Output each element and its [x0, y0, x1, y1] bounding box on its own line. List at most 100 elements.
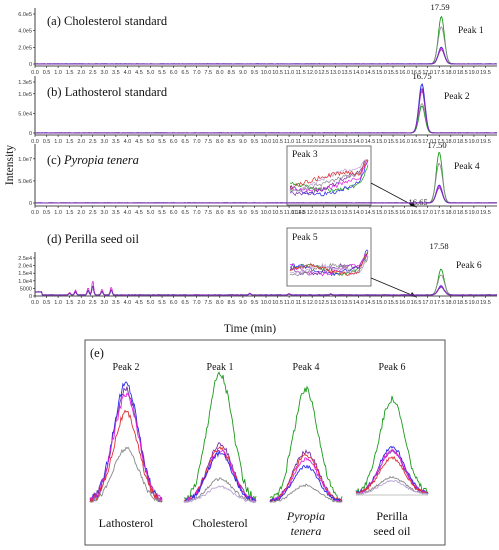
panel-c-inset-label: Peak 3: [292, 150, 318, 160]
x-tick-label: 18.0: [445, 210, 456, 216]
x-tick-label: 5.5: [158, 210, 166, 216]
x-tick-label: 17.5: [434, 210, 445, 216]
x-tick-label: 15.5: [388, 70, 399, 76]
x-tick-label: 1.5: [66, 139, 74, 145]
x-tick-label: 8.0: [216, 300, 224, 306]
x-tick-label: 10.5: [272, 210, 283, 216]
x-tick-label: 7.5: [204, 70, 212, 76]
x-tick-label: 1.0: [54, 210, 62, 216]
x-tick-label: 6.5: [181, 300, 189, 306]
x-tick-label: 16.5: [411, 139, 422, 145]
x-tick-label: 4.0: [124, 139, 132, 145]
inset-series-line: [289, 159, 368, 190]
x-tick-label: 1.5: [66, 70, 74, 76]
x-tick-label: 16.5: [411, 70, 422, 76]
inset-series-line: [289, 254, 369, 276]
x-tick-label: 12.5: [318, 210, 329, 216]
x-tick-label: 16.5: [411, 210, 422, 216]
panel-e-peak-label: Peak 2: [113, 362, 140, 373]
x-tick-label: 16.0: [399, 210, 410, 216]
x-axis-label: Time (min): [224, 323, 276, 335]
x-tick-label: 18.0: [445, 300, 456, 306]
panel-e-sample-name: seed oil: [374, 524, 412, 538]
chromatogram-series-line: [34, 285, 497, 296]
chromatogram-series-line: [34, 49, 498, 65]
inset-series-line: [289, 255, 369, 277]
panel-e-peak-line: [355, 449, 429, 495]
x-tick-label: 2.5: [89, 70, 97, 76]
x-tick-label: 3.0: [100, 70, 108, 76]
y-tick-label: 5000: [20, 286, 32, 292]
panel-d-peak6-label: Peak 6: [456, 261, 482, 271]
x-tick-label: 1.5: [66, 210, 74, 216]
x-tick-label: 4.5: [135, 300, 143, 306]
x-tick-label: 12.0: [307, 210, 318, 216]
panel-e-sample-name: Lathosterol: [99, 516, 154, 530]
x-tick-label: 0.5: [43, 139, 51, 145]
chromatogram-series-line: [35, 46, 498, 65]
x-tick-label: 15.0: [376, 300, 387, 306]
panel-e-peak-line: [184, 449, 257, 504]
x-tick-label: 10.5: [272, 139, 283, 145]
x-tick-label: 19.0: [469, 300, 480, 306]
x-tick-label: 13.0: [330, 300, 341, 306]
inset-series-line: [289, 250, 369, 277]
panel-b-title: (b) Lathosterol standard: [47, 85, 168, 99]
x-tick-label: 11.0: [284, 70, 294, 76]
y-tick-label: 5.0e4: [18, 111, 32, 117]
panel-e-sample-name: Perilla: [376, 509, 408, 523]
panel-e-peak-line: [89, 409, 163, 503]
x-tick-label: 15.0: [376, 210, 387, 216]
x-tick-label: 7.5: [204, 300, 212, 306]
x-tick-label: 1.5: [66, 300, 74, 306]
y-tick-label: 1.0e7: [18, 157, 32, 163]
x-tick-label: 12.5: [318, 70, 329, 76]
panel-c-rt-label: 17.50: [427, 140, 446, 150]
x-tick-label: 2.0: [77, 300, 85, 306]
x-tick-label: 2.5: [89, 139, 97, 145]
panel-a-peak-label: Peak 1: [458, 26, 484, 36]
x-tick-label: 16.0: [399, 139, 410, 145]
x-tick-label: 8.5: [228, 70, 236, 76]
chromatogram-series-line: [35, 87, 498, 134]
x-tick-label: 9.5: [251, 70, 259, 76]
x-tick-label: 8.5: [228, 300, 236, 306]
panel-e-peak-line: [355, 395, 429, 495]
x-tick-label: 10.0: [261, 139, 272, 145]
x-tick-label: 15.0: [376, 139, 387, 145]
chromatogram-series-line: [34, 281, 498, 296]
x-tick-label: 19.5: [480, 300, 491, 306]
y-tick-label: 0: [29, 294, 32, 300]
x-tick-label: 6.0: [170, 70, 178, 76]
x-tick-label: 19.5: [480, 70, 491, 76]
x-tick-label: 3.0: [100, 300, 108, 306]
x-tick-label: 8.0: [216, 70, 224, 76]
y-tick-label: 2.0e4: [18, 264, 32, 270]
x-tick-label: 19.5: [480, 139, 491, 145]
x-tick-label: 13.0: [330, 210, 341, 216]
x-tick-label: 3.5: [112, 210, 120, 216]
x-tick-label: 12.0: [307, 300, 318, 306]
x-tick-label: 17.0: [422, 139, 433, 145]
chromatogram-series-line: [34, 47, 498, 65]
x-tick-label: 12.5: [318, 300, 329, 306]
panel-e-peak-line: [269, 464, 343, 503]
panel-d-inset: Peak 5: [286, 227, 372, 287]
x-tick-label: 3.0: [100, 139, 108, 145]
x-tick-label: 11.5: [296, 70, 306, 76]
x-tick-label: 7.0: [193, 70, 201, 76]
x-tick-label: 17.5: [434, 139, 445, 145]
x-tick-label: 14.0: [353, 210, 364, 216]
chromatogram-series-line: [35, 187, 497, 204]
x-tick-label: 9.0: [239, 300, 247, 306]
x-tick-label: 16.0: [399, 70, 410, 76]
y-tick-label: 0: [29, 131, 32, 137]
panel-a-title: (a) Cholesterol standard: [47, 14, 168, 28]
x-tick-label: 9.5: [251, 300, 259, 306]
chromatogram-series-line: [34, 185, 498, 204]
x-tick-label: 7.5: [204, 139, 212, 145]
x-tick-label: 7.5: [204, 210, 212, 216]
panel-c-title: (c) Pyropia tenera: [47, 153, 139, 167]
x-tick-label: 9.5: [251, 139, 259, 145]
